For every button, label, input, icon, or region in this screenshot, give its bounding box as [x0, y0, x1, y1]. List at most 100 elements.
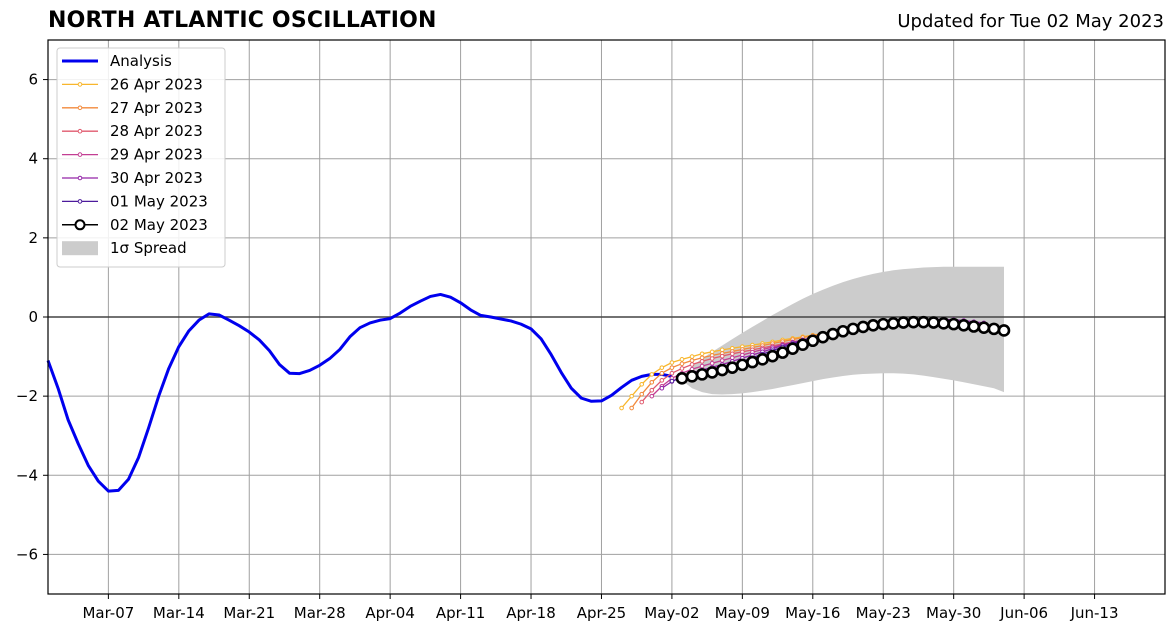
legend-label: 29 Apr 2023	[110, 146, 203, 164]
legend-label: 28 Apr 2023	[110, 122, 203, 140]
forecast-point	[669, 378, 675, 384]
forecast-point	[649, 372, 655, 377]
x-tick-label: Mar-28	[294, 604, 346, 622]
legend-marker	[74, 219, 86, 231]
x-tick-label: Apr-18	[506, 604, 556, 622]
y-tick-label: 2	[28, 229, 38, 247]
legend-marker	[77, 105, 83, 111]
forecast-point	[796, 338, 810, 352]
legend-entry: 26 Apr 2023	[62, 75, 203, 93]
legend: Analysis 26 Apr 2023 27 Apr 2023 28 Apr 202…	[56, 47, 226, 268]
forecast-point	[659, 378, 665, 383]
forecast-point	[669, 365, 675, 370]
forecast-point	[659, 365, 665, 370]
x-tick-label: Mar-07	[82, 604, 134, 622]
forecast-point	[709, 356, 715, 361]
forecast-point	[967, 320, 981, 333]
y-tick-label: 4	[28, 150, 38, 168]
analysis-line	[46, 292, 673, 493]
y-tick-label: 0	[28, 308, 38, 326]
legend-marker	[77, 82, 83, 87]
forecast-point	[695, 368, 709, 381]
legend-box	[56, 47, 226, 268]
chart-subtitle: Updated for Tue 02 May 2023	[897, 11, 1164, 32]
forecast-point	[987, 322, 1001, 336]
forecast-point	[876, 317, 890, 331]
legend-label: 1σ Spread	[110, 239, 187, 257]
legend-entry: 27 Apr 2023	[62, 99, 203, 117]
forecast-point	[736, 358, 749, 372]
legend-entry: 02 May 2023	[62, 216, 208, 234]
legend-label: 30 Apr 2023	[110, 169, 203, 187]
forecast-point	[639, 399, 645, 405]
forecast-point	[719, 347, 725, 353]
forecast-point	[699, 351, 705, 357]
x-tick-label: Jun-13	[1070, 604, 1119, 622]
forecast-point	[806, 334, 820, 348]
forecast-point	[669, 370, 675, 376]
forecast-point	[659, 370, 665, 376]
legend-entry: 01 May 2023	[62, 192, 208, 210]
forecast-point	[639, 391, 645, 397]
forecast-point	[649, 393, 655, 399]
legend-marker	[77, 199, 83, 204]
forecast-point	[826, 327, 840, 341]
forecast-point	[776, 346, 789, 359]
forecast-point	[679, 357, 685, 362]
forecast-point	[719, 358, 725, 363]
forecast-point	[705, 366, 719, 379]
forecast-point	[917, 315, 930, 329]
forecast-point	[836, 324, 850, 338]
x-tick-label: Apr-11	[436, 604, 486, 622]
legend-marker	[77, 175, 83, 181]
forecast-point	[659, 385, 665, 391]
forecast-point	[699, 359, 705, 364]
forecast-point	[766, 349, 779, 363]
forecast-point	[649, 387, 655, 393]
x-axis: Mar-07 Mar-14 Mar-21 Mar-28 Apr-04 Apr-11 Apr-…	[82, 594, 1119, 622]
forecast-point	[699, 363, 705, 369]
forecast-point	[679, 366, 685, 371]
analysis-series	[46, 292, 673, 493]
forecast-point	[725, 361, 739, 374]
legend-label: Analysis	[110, 52, 172, 70]
forecast-point	[746, 355, 759, 369]
forecast-series	[619, 315, 1011, 411]
x-tick-label: May-16	[785, 604, 840, 622]
x-tick-label: Apr-04	[365, 604, 415, 622]
grid-lines	[48, 40, 1165, 594]
forecast-point	[685, 370, 699, 383]
forecast-point	[629, 393, 634, 399]
legend-swatch	[62, 241, 98, 256]
forecast-series-6	[675, 315, 1011, 385]
legend-entry: 30 Apr 2023	[62, 169, 203, 187]
legend-entry: 29 Apr 2023	[62, 146, 203, 164]
forecast-point	[846, 322, 860, 336]
forecast-point	[756, 353, 769, 366]
legend-marker	[77, 152, 83, 157]
legend-entry: 28 Apr 2023	[62, 122, 203, 140]
forecast-point	[669, 360, 675, 365]
legend-entry: 1σ Spread	[62, 239, 187, 257]
forecast-point	[649, 379, 655, 385]
forecast-point	[689, 362, 695, 367]
forecast-point	[689, 354, 695, 359]
y-tick-label: −2	[16, 387, 38, 405]
x-tick-label: Mar-14	[153, 604, 205, 622]
forecast-point	[897, 316, 910, 329]
y-tick-label: 6	[28, 71, 38, 89]
forecast-point	[886, 317, 900, 330]
legend-label: 26 Apr 2023	[110, 75, 203, 93]
forecast-point	[709, 349, 715, 355]
legend-label: 27 Apr 2023	[110, 99, 203, 117]
legend-marker	[77, 128, 83, 134]
forecast-point	[689, 358, 695, 363]
forecast-point	[675, 372, 689, 385]
chart-title: NORTH ATLANTIC OSCILLATION	[48, 8, 437, 33]
forecast-point	[927, 316, 940, 329]
forecast-point	[699, 355, 705, 361]
forecast-point	[786, 342, 799, 355]
x-tick-label: May-23	[856, 604, 911, 622]
forecast-point	[907, 315, 920, 329]
